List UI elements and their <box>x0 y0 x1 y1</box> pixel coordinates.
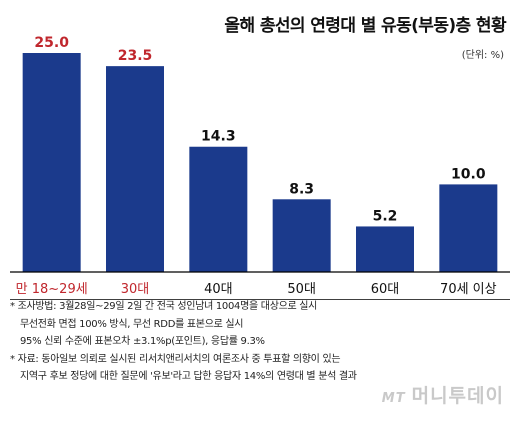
note-source: * 자료: 동아일보 의뢰로 실시된 리서치앤리서치의 여론조사 중 투표할 의… <box>10 353 341 365</box>
unit-label: (단위: %) <box>461 50 504 61</box>
watermark-prefix: MT <box>381 391 406 406</box>
note-method-detail: 무선전화 면접 100% 방식, 무선 RDD를 표본으로 실시 <box>20 318 244 330</box>
bar-5 <box>356 226 414 272</box>
notes: * 조사방법: 3월28일~29일 2일 간 전국 성인남녀 1004명을 대상… <box>10 298 510 386</box>
note-source-detail: 지역구 후보 정당에 대한 질문에 '유보'라고 답한 응답자 14%의 연령대… <box>20 371 357 382</box>
category-label-2: 30대 <box>121 282 150 297</box>
watermark-logo: MT 머니투데이 <box>382 381 504 408</box>
watermark-text: 머니투데이 <box>411 385 504 407</box>
category-label-6: 70세 이상 <box>440 282 497 297</box>
value-label-4: 8.3 <box>289 181 314 197</box>
bar-1 <box>22 53 81 272</box>
value-label-3: 14.3 <box>201 129 236 145</box>
note-method: * 조사방법: 3월28일~29일 2일 간 전국 성인남녀 1004명을 대상… <box>10 301 318 312</box>
page-title: 올해 총선의 연령대 별 유동(부동)층 현황 <box>224 16 506 36</box>
bar-4 <box>272 199 331 272</box>
value-label-5: 5.2 <box>373 208 398 224</box>
value-label-1: 25.0 <box>34 35 69 51</box>
bar-2 <box>106 66 164 272</box>
category-label-1: 만 18~29세 <box>16 282 88 297</box>
value-label-6: 10.0 <box>451 166 486 182</box>
value-label-2: 23.5 <box>118 48 153 64</box>
category-label-3: 40대 <box>204 282 233 297</box>
bar-6 <box>439 184 498 272</box>
bar-chart: 25.0 만 18~29세 23.5 30대 14.3 40대 8.3 50대 5.2 60대 10… <box>10 35 510 300</box>
category-label-5: 60대 <box>371 282 400 297</box>
category-label-4: 50대 <box>287 282 316 297</box>
bar-3 <box>189 146 248 272</box>
note-method-error: 95% 신뢰 수준에 표본오차 ±3.1%p(포인트), 응답률 9.3% <box>20 336 265 347</box>
